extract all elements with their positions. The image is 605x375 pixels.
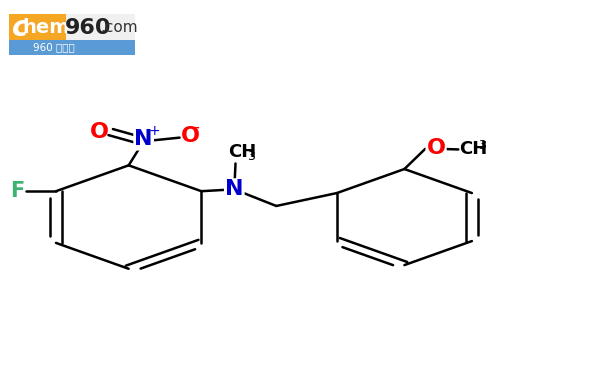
Text: 960: 960 (65, 18, 111, 38)
Text: −: − (186, 118, 200, 136)
FancyBboxPatch shape (8, 40, 135, 54)
Text: 960 化工网: 960 化工网 (33, 42, 74, 52)
Text: O: O (181, 126, 200, 146)
Text: CH: CH (228, 142, 257, 160)
Text: +: + (149, 124, 160, 138)
Text: c: c (11, 14, 28, 42)
Text: O: O (90, 122, 109, 142)
Text: O: O (427, 138, 446, 158)
Text: 3: 3 (478, 140, 486, 152)
FancyBboxPatch shape (8, 14, 66, 42)
Text: N: N (134, 129, 153, 150)
FancyBboxPatch shape (8, 14, 66, 42)
Text: N: N (225, 179, 244, 200)
Text: F: F (10, 181, 24, 201)
Text: .com: .com (100, 20, 137, 35)
FancyBboxPatch shape (8, 14, 135, 42)
Text: CH: CH (459, 141, 487, 159)
Text: 3: 3 (247, 150, 255, 163)
Text: hem: hem (22, 18, 70, 38)
